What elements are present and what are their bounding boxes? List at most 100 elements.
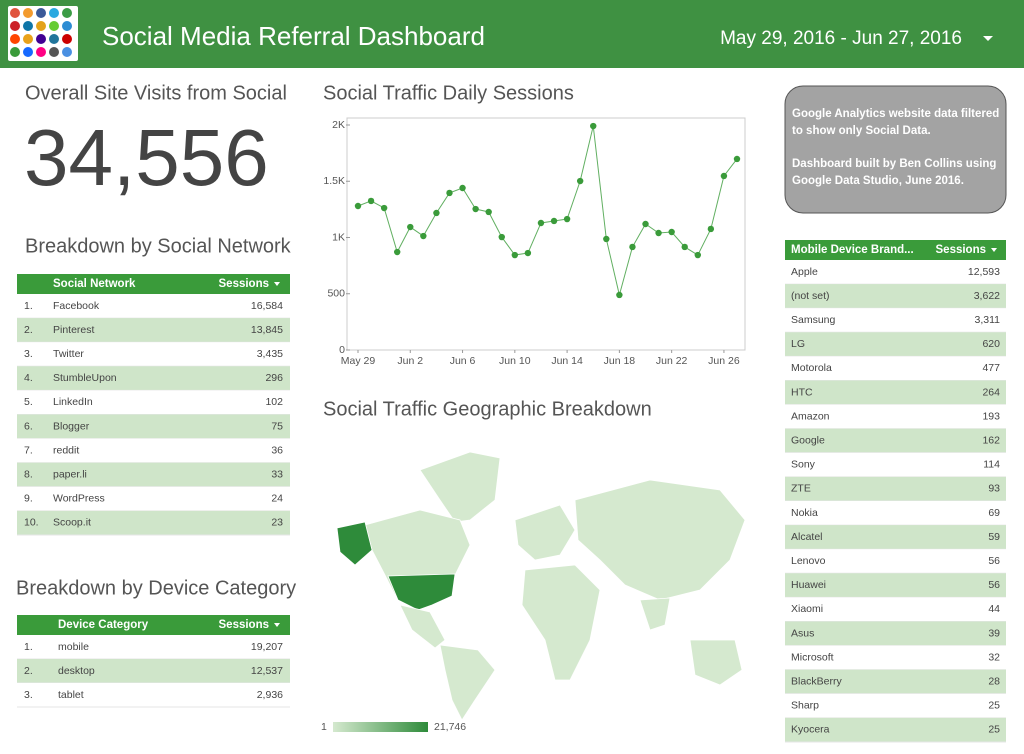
row-label: Apple — [791, 266, 818, 278]
data-point — [459, 184, 466, 192]
data-point — [498, 233, 505, 241]
data-point — [524, 249, 532, 257]
y-tick-label: 2K — [332, 119, 345, 131]
row-rank: 9. — [24, 493, 33, 505]
row-label: desktop — [58, 665, 95, 677]
data-point — [720, 172, 728, 180]
sort-arrow[interactable] — [274, 282, 280, 286]
table-row — [785, 308, 1006, 333]
row-label: StumbleUpon — [53, 372, 117, 384]
data-point — [590, 122, 597, 130]
table-row — [785, 693, 1006, 718]
row-label: Kyocera — [791, 724, 830, 736]
x-tick-label: Jun 2 — [397, 355, 423, 367]
sort-arrow[interactable] — [274, 623, 280, 627]
x-tick-label: Jun 14 — [551, 355, 583, 367]
row-label: Sharp — [791, 700, 819, 712]
row-value: 162 — [982, 435, 1000, 447]
row-label: ZTE — [791, 483, 811, 495]
column-header[interactable]: Mobile Device Brand... — [791, 244, 914, 256]
scorecard-title: Overall Site Visits from Social — [25, 82, 287, 104]
x-tick-label: Jun 6 — [450, 355, 476, 367]
sort-arrow[interactable] — [991, 248, 997, 252]
data-point — [642, 220, 649, 228]
column-header[interactable]: Sessions — [219, 619, 270, 631]
table-row — [785, 260, 1006, 285]
info-paragraph: Dashboard built by Ben Collins using Goo… — [792, 158, 997, 187]
table-row — [785, 597, 1006, 622]
table-row — [17, 414, 290, 439]
row-rank: 6. — [24, 420, 33, 432]
row-label: Nokia — [791, 507, 818, 519]
row-rank: 8. — [24, 469, 33, 481]
table-row — [785, 525, 1006, 550]
data-point — [407, 223, 414, 231]
row-label: Facebook — [53, 300, 100, 312]
row-value: 56 — [988, 555, 1000, 567]
column-header[interactable]: Device Category — [58, 619, 149, 631]
row-value: 33 — [271, 469, 283, 481]
table-header — [17, 615, 290, 635]
row-value: 69 — [988, 507, 1000, 519]
x-tick-label: Jun 22 — [656, 355, 688, 367]
row-value: 25 — [988, 724, 1000, 736]
row-value: 193 — [982, 410, 1000, 422]
column-header[interactable]: Sessions — [219, 278, 270, 290]
table-row — [17, 438, 290, 463]
row-rank: 1. — [24, 641, 33, 653]
row-label: Scoop.it — [53, 517, 91, 529]
data-point — [576, 177, 584, 185]
date-dropdown-arrow[interactable] — [983, 36, 993, 41]
data-point — [694, 251, 701, 259]
data-point — [603, 235, 610, 243]
row-rank: 1. — [24, 300, 33, 312]
data-point — [681, 243, 688, 251]
table-row — [17, 683, 290, 707]
table-row — [17, 342, 290, 367]
table-row — [785, 452, 1006, 477]
table-row — [785, 404, 1006, 429]
row-value: 24 — [271, 493, 283, 505]
row-rank: 7. — [24, 444, 33, 456]
scorecard-value: 34,556 — [24, 113, 269, 202]
map-legend-gradient — [333, 722, 428, 732]
info-paragraph: Google Analytics website data filtered t… — [792, 108, 1000, 137]
row-label: Samsung — [791, 314, 836, 326]
data-point — [537, 219, 545, 227]
data-point — [354, 202, 362, 210]
map-legend-max: 21,746 — [434, 721, 466, 733]
table-row — [785, 332, 1006, 357]
data-point — [563, 215, 571, 223]
map-title: Social Traffic Geographic Breakdown — [323, 398, 652, 420]
row-value: 296 — [265, 372, 283, 384]
row-value: 16,584 — [251, 300, 283, 312]
date-range[interactable]: May 29, 2016 - Jun 27, 2016 — [720, 28, 962, 49]
table-header — [785, 240, 1006, 260]
table-row — [785, 428, 1006, 453]
row-label: Blogger — [53, 420, 90, 432]
table-row — [17, 294, 290, 319]
data-point — [550, 217, 558, 225]
row-value: 477 — [982, 362, 1000, 374]
y-tick-label: 500 — [327, 288, 345, 300]
data-point — [446, 189, 453, 197]
data-point — [472, 205, 479, 213]
row-value: 114 — [983, 459, 1000, 471]
device-table-title: Breakdown by Device Category — [16, 577, 296, 599]
world-map — [336, 451, 746, 721]
column-header[interactable]: Sessions — [936, 244, 987, 256]
row-value: 59 — [988, 531, 1000, 543]
data-point — [433, 209, 440, 217]
row-rank: 3. — [24, 689, 33, 701]
row-value: 56 — [988, 579, 1000, 591]
table-row — [785, 573, 1006, 598]
column-header[interactable]: Social Network — [53, 278, 136, 290]
y-tick-label: 0 — [339, 344, 345, 356]
row-value: 13,845 — [251, 324, 283, 336]
table-row — [17, 366, 290, 391]
row-value: 39 — [988, 627, 1000, 639]
header-bar — [0, 0, 1024, 68]
data-point — [655, 229, 662, 237]
